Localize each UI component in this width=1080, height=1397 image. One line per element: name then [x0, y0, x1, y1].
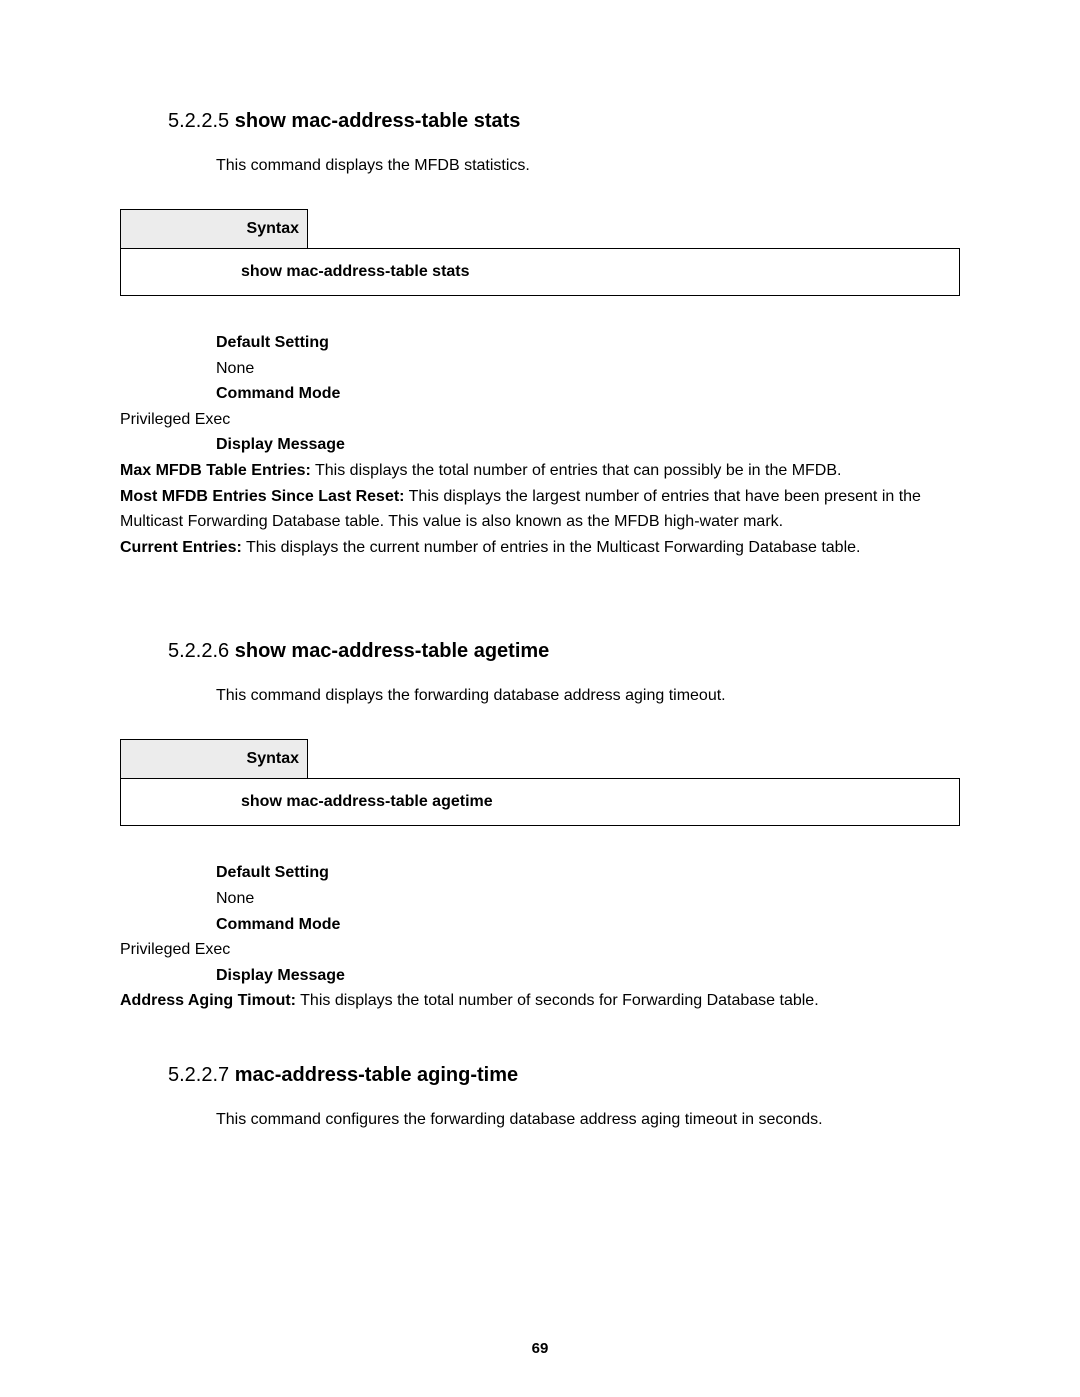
- entry-val: This displays the total number of second…: [296, 992, 819, 1009]
- section-title: show mac-address-table stats: [235, 110, 521, 132]
- syntax-box: Syntax show mac-address-table agetime: [120, 739, 960, 826]
- syntax-label: Syntax: [121, 210, 308, 249]
- command-mode-value: Privileged Exec: [120, 937, 960, 963]
- display-message-label: Display Message: [216, 432, 960, 458]
- entry-key: Address Aging Timout:: [120, 992, 296, 1009]
- default-setting-value: None: [216, 886, 960, 912]
- section-number: 5.2.2.7: [168, 1064, 229, 1086]
- section-body: Default Setting None Command Mode Privil…: [120, 860, 960, 1014]
- section-title: mac-address-table aging-time: [235, 1064, 518, 1086]
- section-heading: 5.2.2.5 show mac-address-table stats: [168, 110, 960, 133]
- section-intro: This command configures the forwarding d…: [216, 1111, 960, 1129]
- section-title: show mac-address-table agetime: [235, 640, 550, 662]
- default-setting-label: Default Setting: [216, 860, 960, 886]
- syntax-box: Syntax show mac-address-table stats: [120, 209, 960, 296]
- section-intro: This command displays the forwarding dat…: [216, 687, 960, 705]
- syntax-command: show mac-address-table agetime: [121, 779, 960, 826]
- entry-key: Max MFDB Table Entries:: [120, 462, 311, 479]
- command-mode-label: Command Mode: [216, 912, 960, 938]
- page-number: 69: [0, 1340, 1080, 1357]
- section-number: 5.2.2.6: [168, 640, 229, 662]
- default-setting-value: None: [216, 356, 960, 382]
- display-entry: Address Aging Timout: This displays the …: [120, 988, 960, 1014]
- section-intro: This command displays the MFDB statistic…: [216, 157, 960, 175]
- syntax-label: Syntax: [121, 740, 308, 779]
- entry-key: Current Entries:: [120, 539, 242, 556]
- command-mode-label: Command Mode: [216, 381, 960, 407]
- document-page: 5.2.2.5 show mac-address-table stats Thi…: [0, 0, 1080, 1397]
- default-setting-label: Default Setting: [216, 330, 960, 356]
- section-body: Default Setting None Command Mode Privil…: [120, 330, 960, 560]
- entry-val: This displays the current number of entr…: [242, 539, 861, 556]
- entry-val: This displays the total number of entrie…: [311, 462, 842, 479]
- section-heading: 5.2.2.6 show mac-address-table agetime: [168, 640, 960, 663]
- section-heading: 5.2.2.7 mac-address-table aging-time: [168, 1064, 960, 1087]
- command-mode-value: Privileged Exec: [120, 407, 960, 433]
- display-message-label: Display Message: [216, 963, 960, 989]
- display-entry: Max MFDB Table Entries: This displays th…: [120, 458, 960, 560]
- section-number: 5.2.2.5: [168, 110, 229, 132]
- syntax-command: show mac-address-table stats: [121, 249, 960, 296]
- entry-key: Most MFDB Entries Since Last Reset:: [120, 488, 405, 505]
